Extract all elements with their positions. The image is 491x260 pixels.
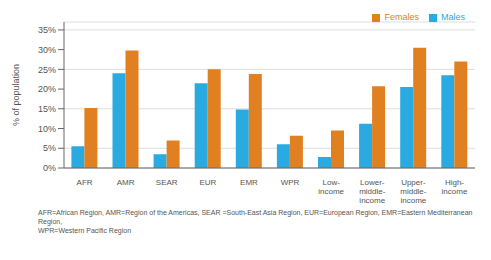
svg-text:35%: 35% — [38, 25, 56, 35]
svg-text:SEAR: SEAR — [156, 178, 178, 187]
html-text:Females: Females — [384, 12, 419, 22]
svg-text:% of population: % of population — [11, 64, 21, 126]
svg-text:10%: 10% — [38, 124, 56, 134]
svg-text:0%: 0% — [43, 163, 56, 173]
svg-text:20%: 20% — [38, 84, 56, 94]
html-text:AFR=African Region, AMR=Region: AFR=African Region, AMR=Region of the Am… — [38, 209, 475, 234]
svg-text:Low-income: Low-income — [318, 178, 344, 196]
svg-text:EMR: EMR — [240, 178, 258, 187]
svg-text:Upper-middle-income: Upper-middle-income — [400, 178, 427, 205]
svg-text:15%: 15% — [38, 104, 56, 114]
html-text:Males: Males — [441, 12, 465, 22]
svg-text:30%: 30% — [38, 45, 56, 55]
svg-text:High-income: High-income — [442, 178, 468, 196]
svg-text:WPR: WPR — [281, 178, 300, 187]
svg-text:AFR: AFR — [77, 178, 93, 187]
svg-text:5%: 5% — [43, 143, 56, 153]
svg-text:Lower-middle-income: Lower-middle-income — [359, 178, 386, 205]
svg-text:AMR: AMR — [117, 178, 135, 187]
svg-text:EUR: EUR — [199, 178, 216, 187]
svg-text:25%: 25% — [38, 65, 56, 75]
